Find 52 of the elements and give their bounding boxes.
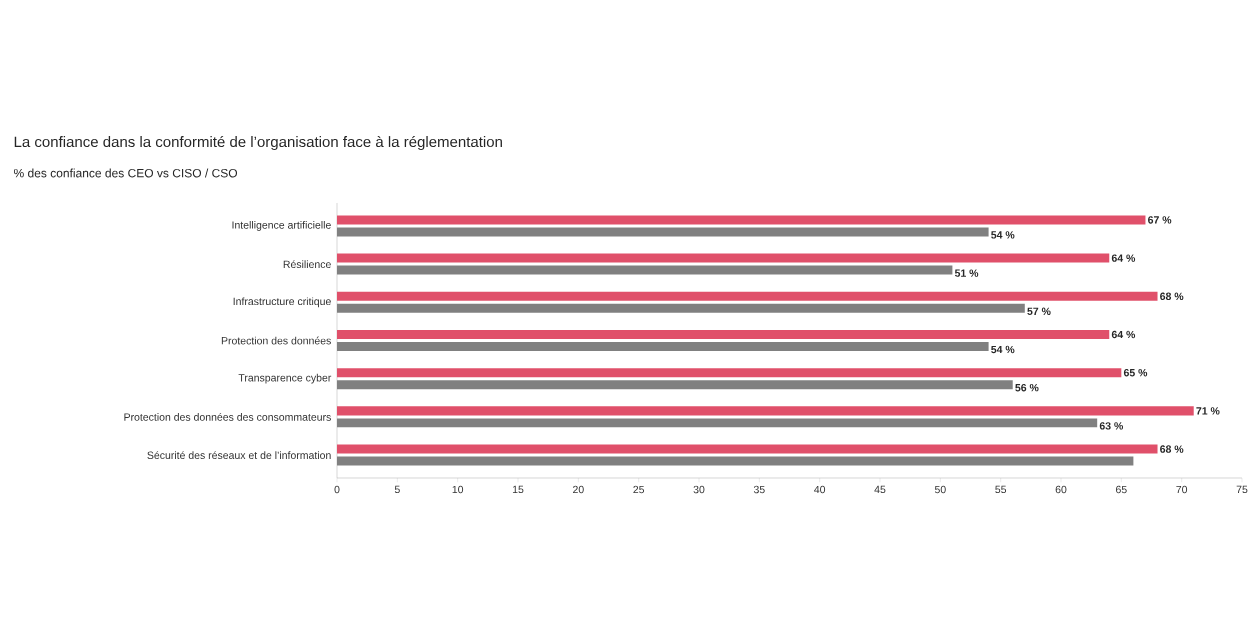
x-tick-label: 55 bbox=[995, 485, 1007, 494]
y-tick-label: Transparence cyber bbox=[238, 373, 332, 384]
bar bbox=[337, 444, 1158, 454]
x-tick-label: 50 bbox=[934, 485, 946, 494]
data-label: 57 % bbox=[1027, 307, 1051, 316]
bar bbox=[337, 406, 1194, 416]
text: % des confiance des CEO vs CISO / CSO bbox=[13, 168, 238, 178]
bar bbox=[337, 291, 1158, 301]
data-label: 51 % bbox=[954, 269, 979, 277]
bar bbox=[337, 265, 953, 275]
y-tick-label: Protection des données des consommateurs bbox=[124, 412, 331, 421]
x-tick-label: 60 bbox=[1055, 485, 1067, 494]
x-tick-label: 20 bbox=[573, 485, 584, 494]
data-label: 67 % bbox=[1148, 216, 1172, 224]
data-label: 64 % bbox=[1111, 330, 1136, 339]
x-tick-label: 10 bbox=[452, 485, 464, 494]
bar bbox=[337, 227, 989, 237]
x-tick-label: 5 bbox=[394, 485, 400, 494]
y-tick-label: Protection des données bbox=[221, 336, 331, 345]
x-tick-label: 65 bbox=[1116, 485, 1127, 494]
bar bbox=[337, 341, 989, 351]
bar bbox=[337, 456, 1134, 466]
bar bbox=[337, 380, 1013, 390]
bar bbox=[337, 368, 1122, 378]
x-tick-label: 45 bbox=[874, 485, 886, 494]
bar bbox=[337, 418, 1098, 428]
x-tick-label: 15 bbox=[512, 485, 524, 494]
y-tick-label: Infrastructure critique bbox=[233, 297, 331, 308]
data-label: 68 % bbox=[1160, 445, 1184, 453]
data-label: 65 % bbox=[1123, 368, 1148, 377]
bar bbox=[337, 329, 1110, 339]
x-tick-label: 35 bbox=[753, 485, 765, 494]
y-tick-label: Sécurité des réseaux et de l’information bbox=[147, 451, 331, 459]
x-tick-label: 40 bbox=[814, 485, 826, 494]
y-tick-label: Résilience bbox=[283, 260, 331, 269]
bar bbox=[337, 253, 1110, 263]
y-tick-label: Intelligence artificielle bbox=[232, 221, 331, 231]
data-label: 54 % bbox=[991, 231, 1015, 239]
x-tick-label: 75 bbox=[1236, 485, 1248, 494]
x-tick-label: 0 bbox=[334, 485, 340, 494]
data-label: 64 % bbox=[1111, 254, 1136, 262]
data-label: 63 % bbox=[1099, 422, 1124, 430]
bar bbox=[337, 303, 1025, 313]
x-tick-label: 70 bbox=[1176, 485, 1188, 494]
data-label: 68 % bbox=[1160, 292, 1184, 301]
bar bbox=[337, 215, 1146, 225]
data-label: 54 % bbox=[991, 345, 1015, 354]
chart-title: La confiance dans la conformité de l’organisation face à la réglementation bbox=[14, 135, 502, 151]
x-tick-label: 30 bbox=[693, 485, 705, 494]
data-label: 71 % bbox=[1196, 407, 1220, 415]
x-tick-label: 25 bbox=[633, 485, 645, 494]
data-label: 56 % bbox=[1015, 383, 1039, 392]
